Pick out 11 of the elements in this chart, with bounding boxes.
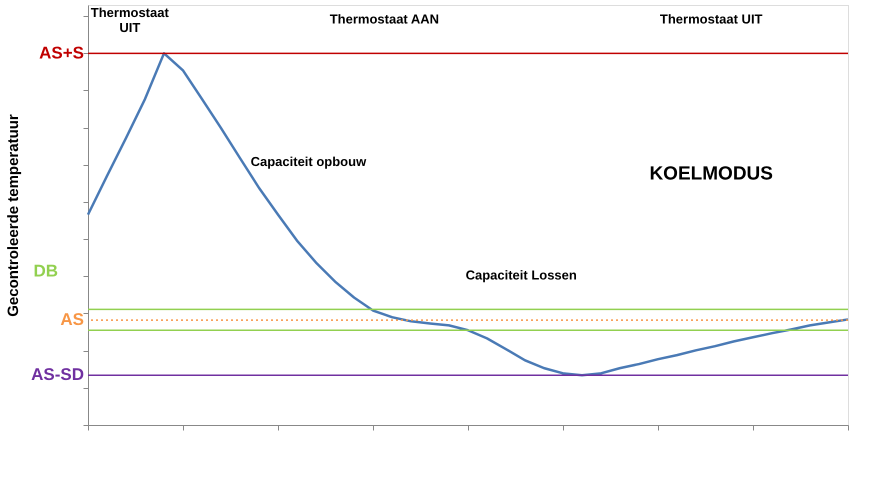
ref-line-label: AS+S <box>39 43 84 62</box>
text: Thermostaat UIT <box>90 5 170 36</box>
y-axis-title: Gecontroleerde temperatuur <box>5 114 22 317</box>
ref-line-label: AS-SD <box>31 365 84 384</box>
text: Thermostaat UIT <box>660 11 763 26</box>
annotation: Capaciteit Lossen <box>466 268 577 283</box>
ref-line-label: DB <box>33 261 58 280</box>
text: Thermostaat AAN <box>330 11 440 26</box>
ref-line-label: AS <box>60 310 84 330</box>
annotation: KOELMODUS <box>649 164 773 185</box>
annotation: Capaciteit opbouw <box>250 154 368 170</box>
